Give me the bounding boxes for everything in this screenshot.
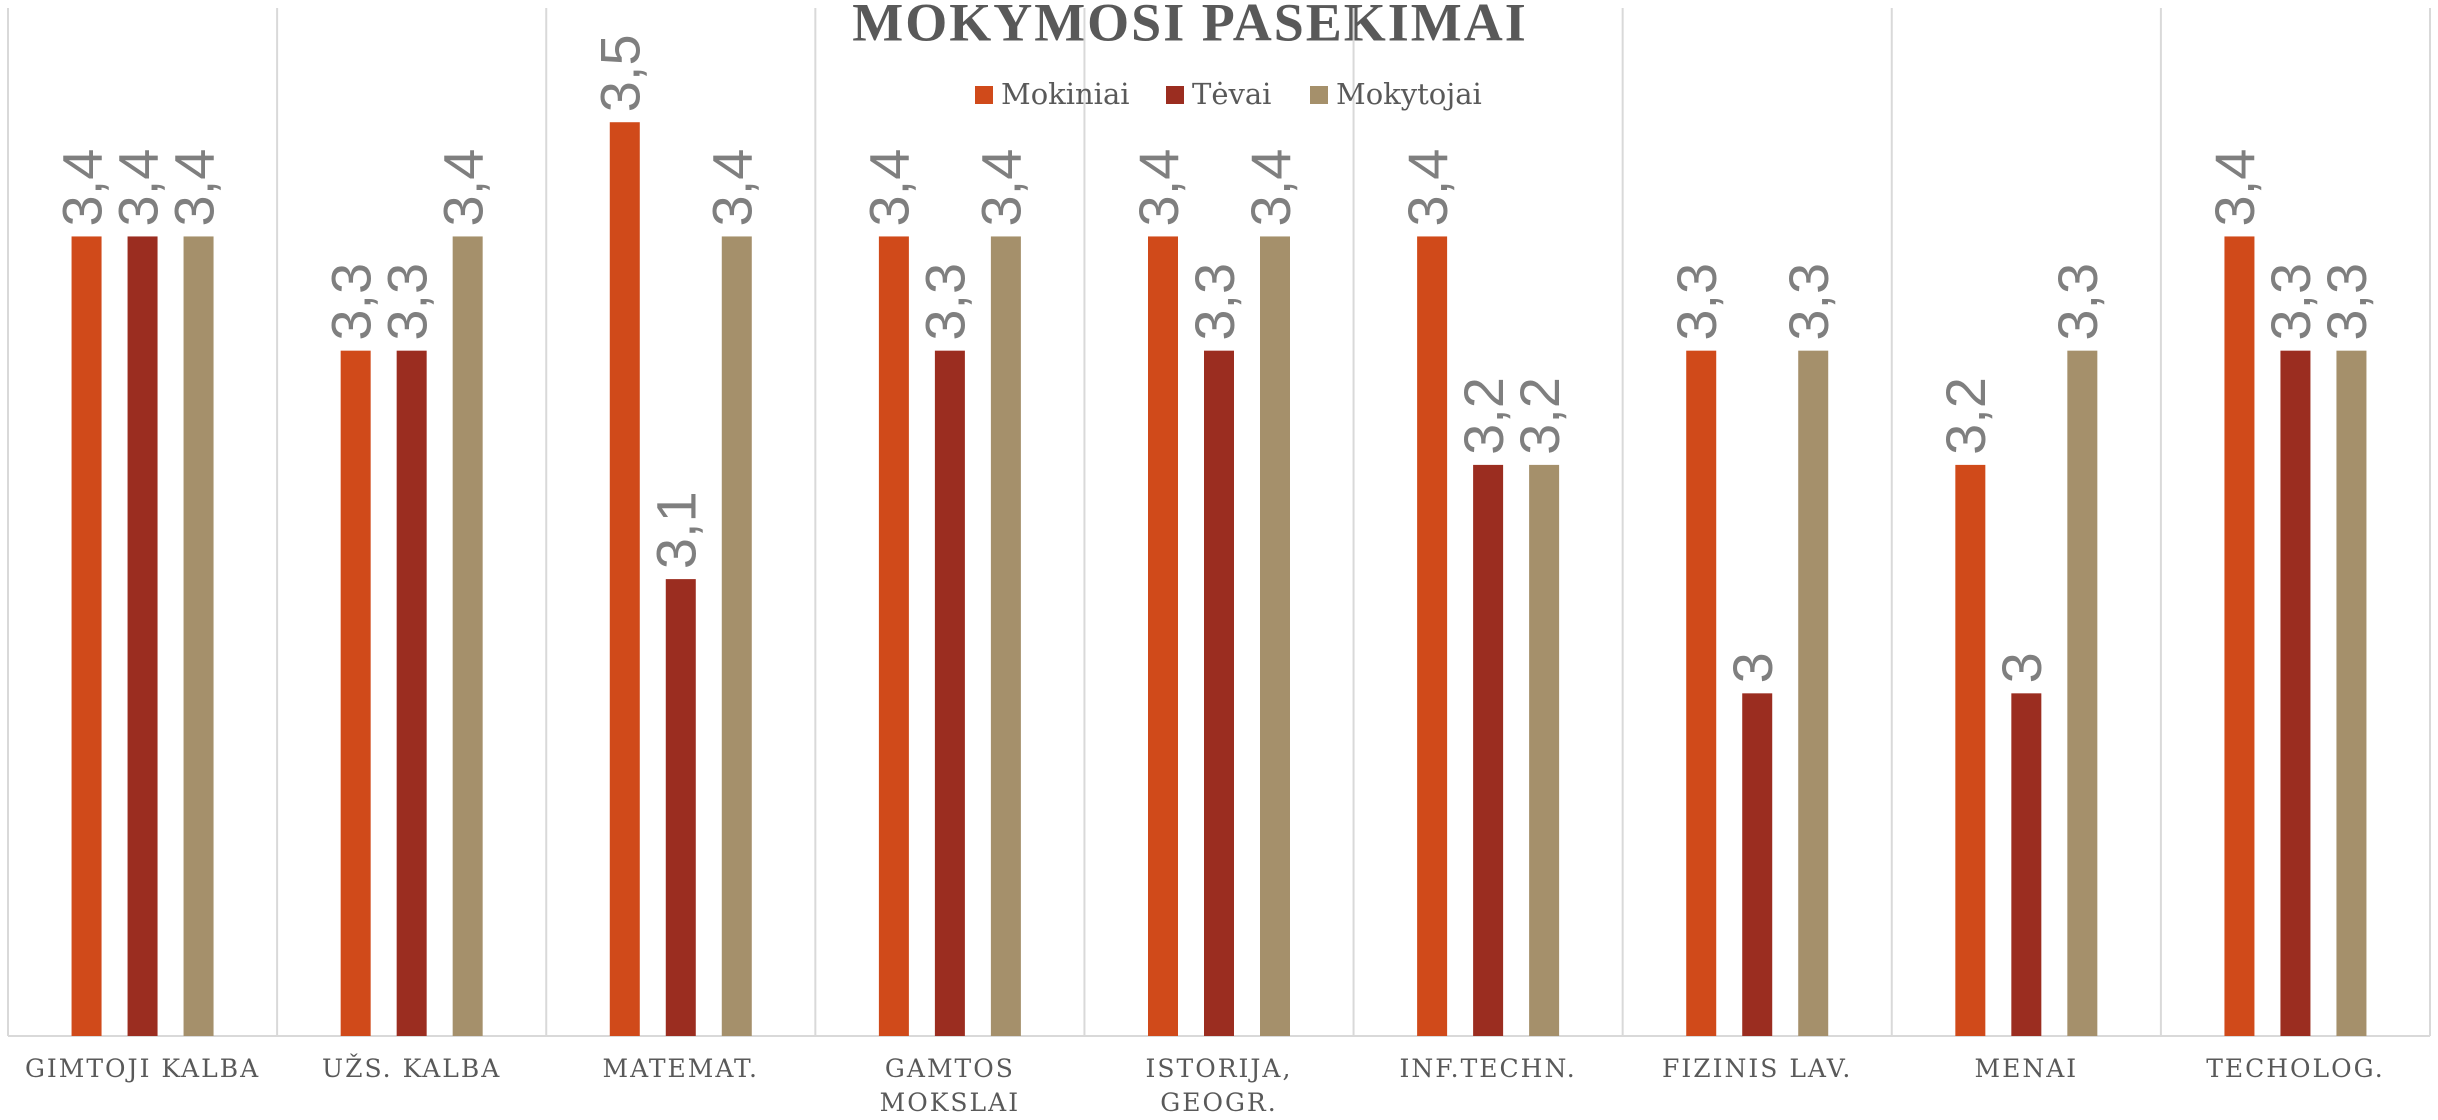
x-tick-label: MENAI xyxy=(1974,1054,2079,1083)
value-label: 3,4 xyxy=(1127,149,1190,227)
value-label: 3,4 xyxy=(701,149,764,227)
legend-swatch xyxy=(1310,86,1328,104)
value-label: 3,2 xyxy=(1934,377,1997,455)
bar xyxy=(2336,350,2367,1037)
bar xyxy=(1955,464,1986,1036)
x-tick-label: UŽS. KALBA xyxy=(322,1054,502,1083)
bar xyxy=(1473,464,1504,1036)
value-label: 3 xyxy=(1721,652,1784,683)
bar xyxy=(452,236,483,1036)
value-label: 3,1 xyxy=(645,491,708,569)
bar xyxy=(183,236,214,1036)
value-label: 3,3 xyxy=(1777,263,1840,341)
value-label: 3,4 xyxy=(162,149,225,227)
x-tick-label: ISTORIJA, GEOGR. xyxy=(1145,1054,1293,1117)
legend-swatch xyxy=(1166,86,1184,104)
x-tick-label: GIMTOJI KALBA xyxy=(24,1054,261,1083)
bar xyxy=(2011,693,2042,1036)
value-label: 3,3 xyxy=(2259,263,2322,341)
value-label: 3,4 xyxy=(970,149,1033,227)
value-label: 3,2 xyxy=(1508,377,1571,455)
value-label: 3,3 xyxy=(1665,263,1728,341)
value-label: 3,3 xyxy=(319,263,382,341)
value-label: 3,3 xyxy=(914,263,977,341)
x-tick-label: FIZINIS LAV. xyxy=(1662,1054,1853,1083)
bar xyxy=(609,122,640,1036)
bar xyxy=(1417,236,1448,1036)
bar xyxy=(1742,693,1773,1036)
value-label: 3 xyxy=(1990,652,2053,683)
x-tick-label: MATEMAT. xyxy=(602,1054,759,1083)
x-tick-label: TECHOLOG. xyxy=(2206,1054,2385,1083)
value-label: 3,4 xyxy=(106,149,169,227)
bar xyxy=(878,236,909,1036)
legend-label: Mokytojai xyxy=(1336,77,1482,111)
value-label: 3,5 xyxy=(589,34,652,112)
value-label: 3,4 xyxy=(2203,149,2266,227)
value-label: 3,4 xyxy=(431,149,494,227)
bar xyxy=(2280,350,2311,1037)
bar xyxy=(71,236,102,1036)
value-label: 3,3 xyxy=(2046,263,2109,341)
value-label: 3,4 xyxy=(858,149,921,227)
bar xyxy=(1204,350,1234,1037)
value-label: 3,4 xyxy=(1239,149,1302,227)
bar xyxy=(1686,350,1717,1037)
bar xyxy=(934,350,965,1037)
bar xyxy=(2067,350,2098,1037)
bar xyxy=(340,350,371,1037)
bar xyxy=(2224,236,2255,1036)
legend-label: Mokiniai xyxy=(1001,77,1130,111)
value-label: 3,3 xyxy=(375,263,438,341)
legend-label: Tėvai xyxy=(1192,77,1271,111)
bar xyxy=(1529,464,1560,1036)
bar xyxy=(721,236,752,1036)
value-label: 3,3 xyxy=(2315,263,2378,341)
x-tick-label: INF.TECHN. xyxy=(1399,1054,1577,1083)
bar xyxy=(1798,350,1829,1037)
bar xyxy=(1148,236,1178,1036)
value-label: 3,2 xyxy=(1452,377,1515,455)
bar xyxy=(396,350,427,1037)
bar xyxy=(1260,236,1290,1036)
x-tick-label: GAMTOS MOKSLAI xyxy=(879,1054,1021,1117)
value-label: 3,4 xyxy=(1396,149,1459,227)
value-label: 3,3 xyxy=(1183,263,1246,341)
bar xyxy=(127,236,158,1036)
bar xyxy=(990,236,1021,1036)
value-label: 3,4 xyxy=(50,149,113,227)
legend-swatch xyxy=(975,86,993,104)
chart-title: MOKYMOSI PASEKIMAI xyxy=(852,0,1528,52)
bar xyxy=(665,579,696,1036)
